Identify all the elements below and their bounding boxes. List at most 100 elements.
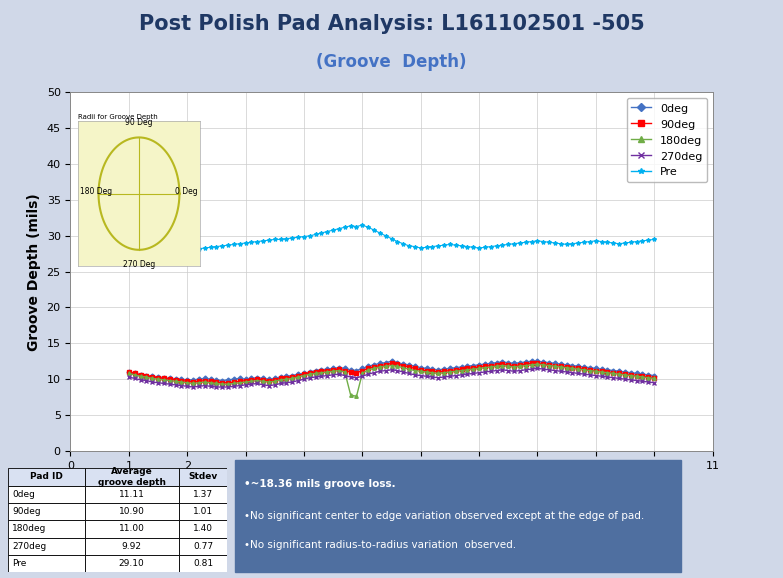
Bar	[179, 486, 227, 503]
Text: 0deg: 0deg	[13, 490, 35, 499]
Text: Radii for Groove Depth: Radii for Groove Depth	[78, 114, 158, 120]
180deg	[579, 366, 589, 373]
Bar	[8, 520, 85, 538]
Text: Post Polish Pad Analysis: L161102501 -505: Post Polish Pad Analysis: L161102501 -50…	[139, 14, 644, 35]
270deg	[649, 379, 659, 386]
Text: 9.92: 9.92	[121, 542, 142, 551]
0deg	[124, 369, 134, 376]
Text: 0.77: 0.77	[193, 542, 213, 551]
0deg	[439, 366, 449, 373]
Bar	[85, 520, 179, 538]
90deg	[124, 369, 134, 376]
0deg	[644, 372, 653, 379]
Bar	[8, 486, 85, 503]
Bar	[179, 555, 227, 572]
90deg	[253, 376, 262, 383]
Text: 0 Deg: 0 Deg	[175, 187, 198, 196]
Text: 270deg: 270deg	[13, 542, 46, 551]
90deg	[264, 377, 273, 384]
90deg	[579, 366, 589, 373]
180deg	[352, 393, 361, 400]
Bar	[179, 468, 227, 486]
Bar	[8, 538, 85, 555]
Bar	[85, 503, 179, 520]
180deg	[124, 370, 134, 377]
Line: 0deg: 0deg	[127, 360, 656, 382]
Bar	[85, 486, 179, 503]
Text: 0.81: 0.81	[193, 559, 213, 568]
90deg	[387, 360, 396, 367]
Bar	[179, 538, 227, 555]
Bar	[85, 555, 179, 572]
270deg	[189, 384, 198, 391]
270deg	[579, 370, 589, 377]
0deg	[264, 376, 273, 383]
Text: •No significant center to edge variation observed except at the edge of pad.: •No significant center to edge variation…	[244, 511, 644, 521]
180deg	[649, 375, 659, 382]
Text: 180 Deg: 180 Deg	[80, 187, 112, 196]
90deg	[649, 375, 659, 381]
Bar	[179, 520, 227, 538]
0deg	[387, 358, 396, 365]
Bar	[8, 555, 85, 572]
Text: 90 Deg: 90 Deg	[125, 118, 153, 127]
Line: Pre: Pre	[127, 223, 656, 252]
Pre	[124, 238, 134, 245]
Text: 90deg: 90deg	[13, 507, 41, 516]
Pre	[194, 245, 204, 252]
0deg	[253, 375, 262, 381]
180deg	[532, 361, 542, 368]
90deg	[218, 379, 227, 386]
Text: •No significant radius-to-radius variation  observed.: •No significant radius-to-radius variati…	[244, 540, 516, 550]
180deg	[644, 375, 653, 381]
Pre	[649, 236, 659, 243]
Bar	[85, 468, 179, 486]
Text: 11.11: 11.11	[119, 490, 145, 499]
Text: 270 Deg: 270 Deg	[123, 260, 155, 269]
270deg	[194, 383, 204, 390]
Pre	[439, 242, 449, 249]
Pre	[358, 221, 367, 228]
Text: Pad ID: Pad ID	[30, 472, 63, 481]
Bar	[179, 503, 227, 520]
Pre	[264, 236, 273, 243]
Bar	[8, 503, 85, 520]
Text: Average
groove depth: Average groove depth	[98, 467, 166, 487]
90deg	[439, 368, 449, 375]
0deg	[218, 377, 227, 384]
Text: 1.40: 1.40	[193, 524, 213, 533]
Text: Pre: Pre	[13, 559, 27, 568]
180deg	[189, 380, 198, 387]
Y-axis label: Groove Depth (mils): Groove Depth (mils)	[27, 193, 41, 350]
180deg	[247, 378, 256, 385]
0deg	[649, 372, 659, 379]
Line: 180deg: 180deg	[127, 362, 656, 398]
0deg	[579, 364, 589, 370]
270deg	[434, 375, 443, 381]
270deg	[264, 382, 273, 389]
180deg	[258, 378, 268, 385]
Text: 1.37: 1.37	[193, 490, 213, 499]
Bar	[85, 538, 179, 555]
270deg	[644, 379, 653, 386]
Text: (Groove  Depth): (Groove Depth)	[316, 53, 467, 71]
Text: Stdev: Stdev	[189, 472, 218, 481]
90deg	[189, 379, 198, 386]
270deg	[532, 365, 542, 372]
Line: 90deg: 90deg	[127, 362, 656, 384]
270deg	[124, 373, 134, 380]
Bar	[8, 468, 85, 486]
Text: 180deg: 180deg	[13, 524, 47, 533]
Pre	[579, 239, 589, 246]
Text: 29.10: 29.10	[119, 559, 145, 568]
Text: •~18.36 mils groove loss.: •~18.36 mils groove loss.	[244, 479, 395, 490]
Pre	[177, 247, 186, 254]
X-axis label: Radius from Center (in): Radius from Center (in)	[299, 476, 484, 490]
90deg	[644, 373, 653, 380]
Text: 10.90: 10.90	[119, 507, 145, 516]
180deg	[434, 370, 443, 377]
Pre	[644, 236, 653, 243]
270deg	[253, 380, 262, 387]
Line: 270deg: 270deg	[127, 366, 656, 389]
Text: 11.00: 11.00	[119, 524, 145, 533]
